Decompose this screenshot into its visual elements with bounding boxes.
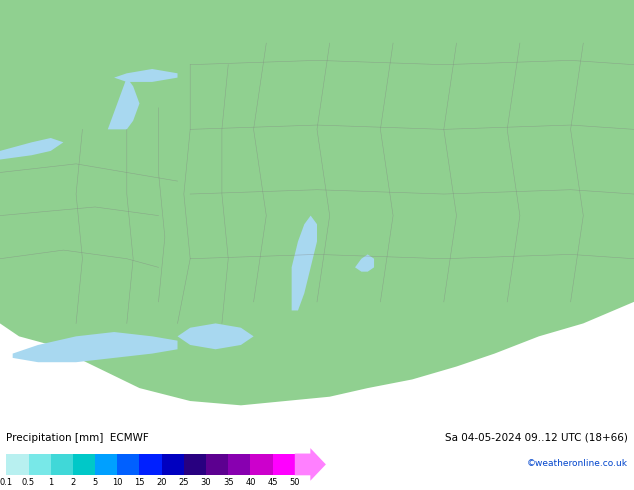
Text: Sa 04-05-2024 09..12 UTC (18+66): Sa 04-05-2024 09..12 UTC (18+66): [445, 433, 628, 443]
FancyArrow shape: [295, 448, 326, 481]
Bar: [73, 454, 95, 475]
Bar: [51, 454, 73, 475]
Bar: [228, 454, 250, 475]
Text: Precipitation [mm]  ECMWF: Precipitation [mm] ECMWF: [6, 433, 149, 443]
Text: 0.5: 0.5: [22, 478, 35, 487]
Bar: [206, 454, 228, 475]
Text: 40: 40: [245, 478, 256, 487]
Text: 25: 25: [179, 478, 189, 487]
Bar: [95, 454, 117, 475]
Bar: [184, 454, 206, 475]
Text: 10: 10: [112, 478, 122, 487]
Bar: [139, 454, 162, 475]
Text: 15: 15: [134, 478, 145, 487]
Text: 5: 5: [93, 478, 98, 487]
Text: ©weatheronline.co.uk: ©weatheronline.co.uk: [527, 459, 628, 468]
Text: 1: 1: [48, 478, 53, 487]
Bar: [162, 454, 184, 475]
Text: 0.1: 0.1: [0, 478, 13, 487]
Bar: [29, 454, 51, 475]
Text: 30: 30: [201, 478, 211, 487]
Text: 45: 45: [268, 478, 278, 487]
Text: 35: 35: [223, 478, 233, 487]
Text: 2: 2: [70, 478, 75, 487]
Bar: [6, 454, 29, 475]
Text: 50: 50: [290, 478, 300, 487]
Text: 20: 20: [157, 478, 167, 487]
Bar: [117, 454, 139, 475]
Bar: [250, 454, 273, 475]
Bar: [273, 454, 295, 475]
